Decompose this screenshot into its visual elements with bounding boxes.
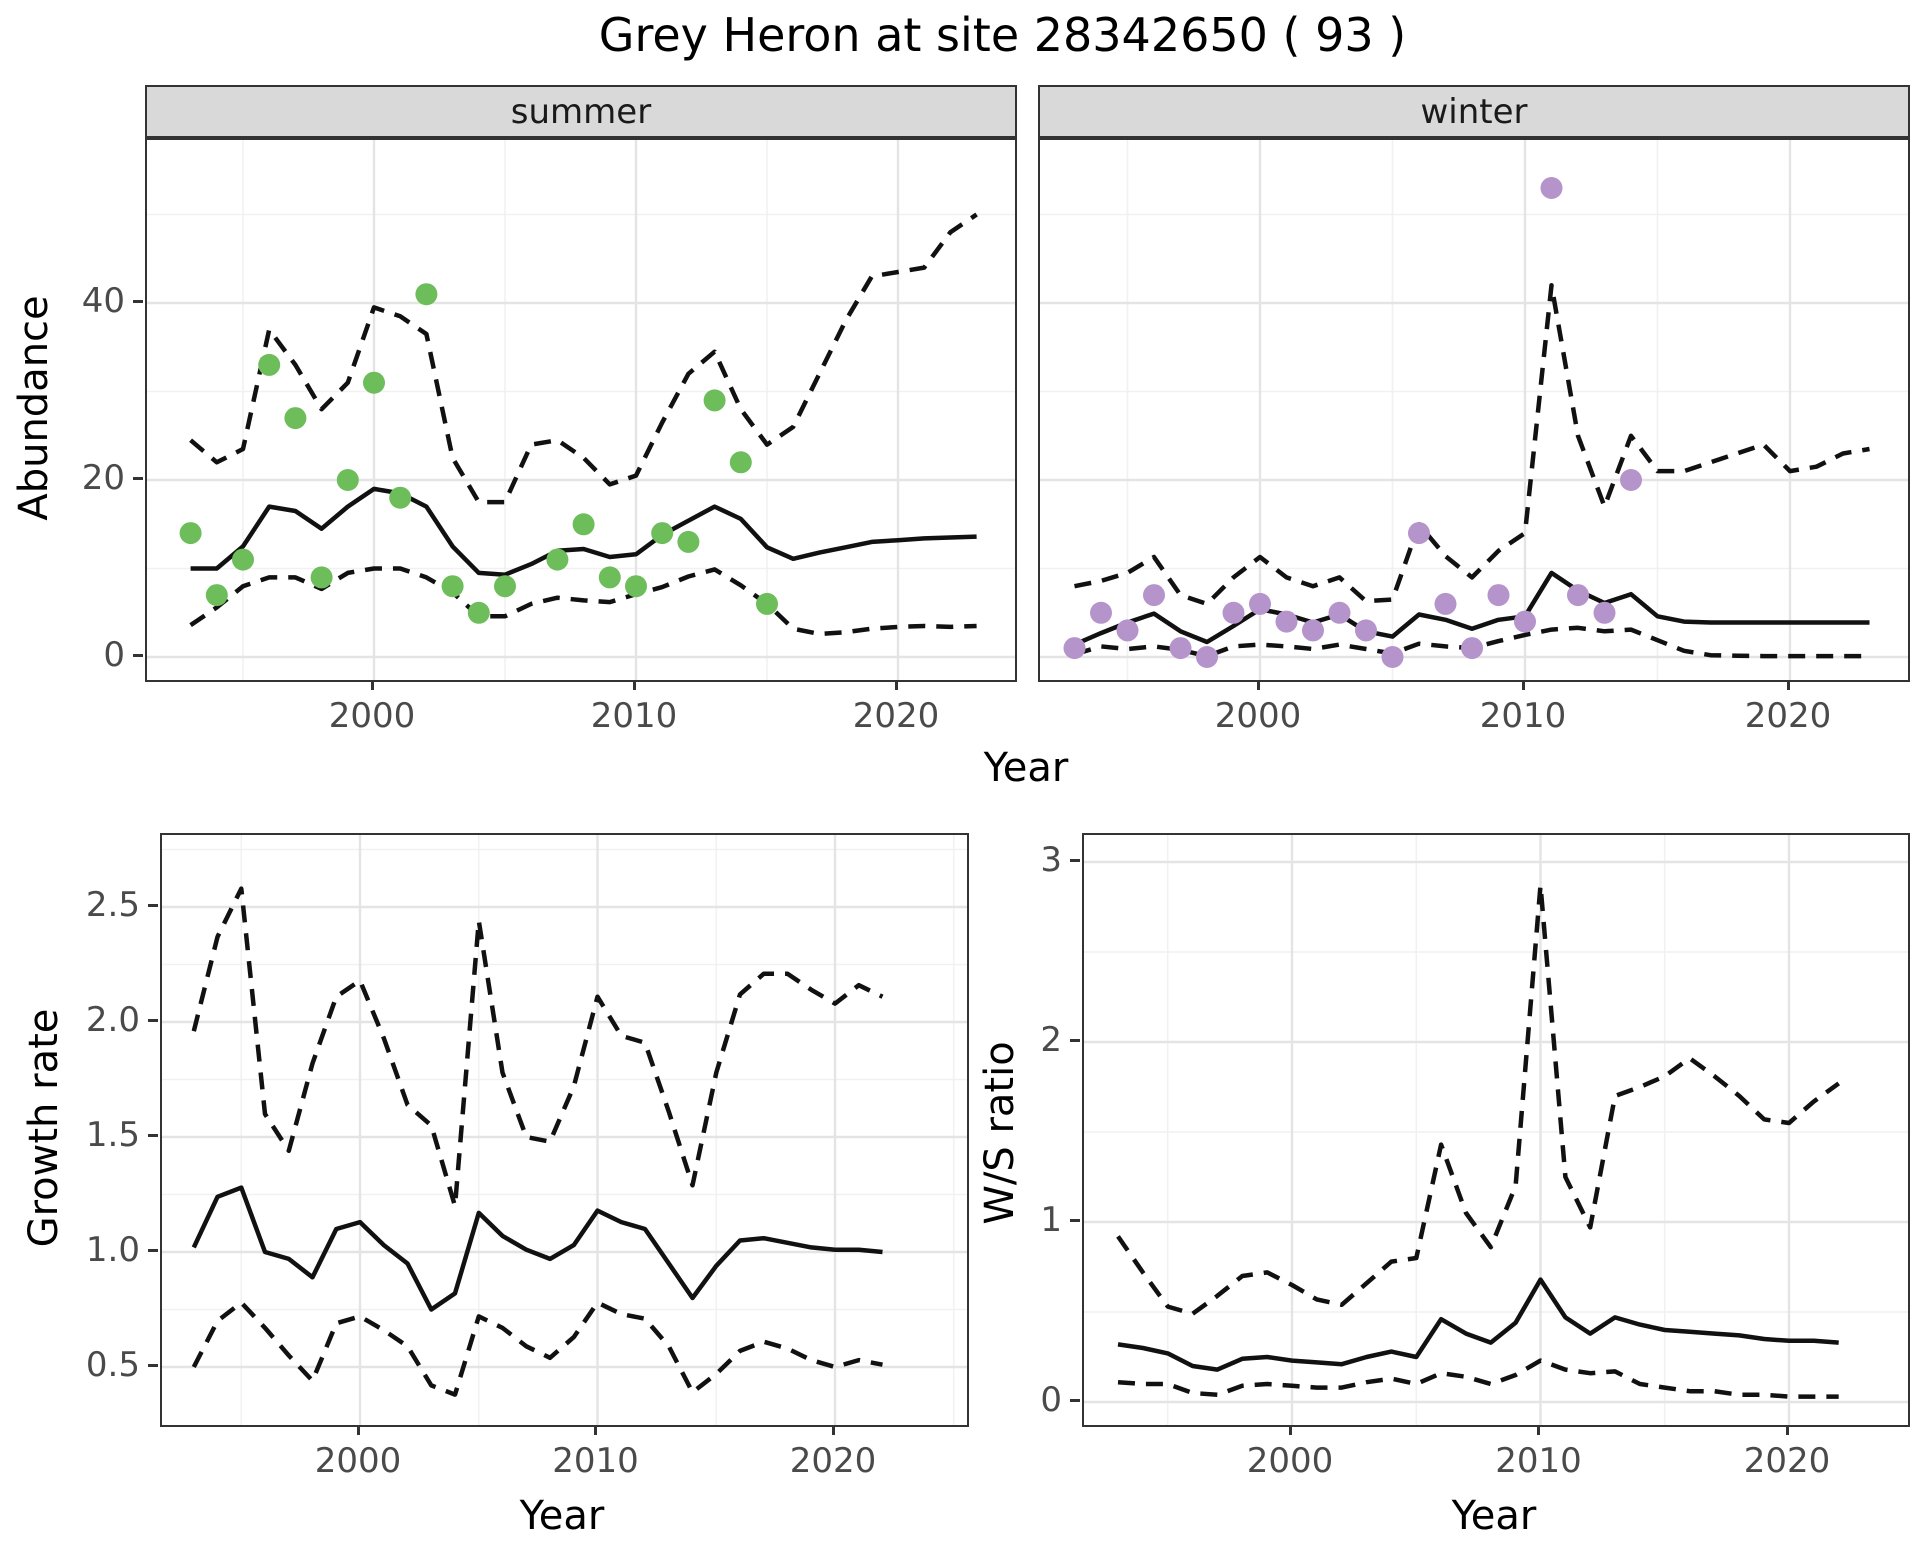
summer-abundance-panel bbox=[145, 138, 1017, 682]
y-tick-label: 2.5 bbox=[85, 885, 140, 925]
facet-strip-winter-label: winter bbox=[1420, 91, 1528, 132]
x-tick-label: 2000 bbox=[314, 1441, 402, 1481]
growth-rate-panel bbox=[160, 833, 969, 1427]
x-tick-mark bbox=[594, 1425, 597, 1435]
y-tick-label: 0.5 bbox=[85, 1345, 140, 1385]
x-tick-mark bbox=[1521, 680, 1525, 690]
x-tick-mark bbox=[356, 1425, 360, 1435]
y-tick-label: 0 bbox=[103, 635, 125, 675]
y-tick-label: 2.0 bbox=[85, 1000, 140, 1040]
y-tick-mark bbox=[1070, 1038, 1080, 1042]
y-tick-mark bbox=[133, 476, 143, 480]
winter-abundance-panel bbox=[1038, 138, 1910, 682]
x-tick-label: 2010 bbox=[1479, 696, 1567, 736]
x-tick-mark bbox=[632, 680, 636, 690]
x-tick-label: 2020 bbox=[1743, 1441, 1831, 1481]
x-tick-label: 2020 bbox=[852, 696, 940, 736]
y-tick-mark bbox=[133, 653, 143, 657]
growth-year-axis-title: Year bbox=[519, 1493, 605, 1539]
x-tick-label: 2010 bbox=[1495, 1441, 1582, 1481]
ws-ratio-panel bbox=[1082, 833, 1910, 1427]
y-tick-mark bbox=[1070, 858, 1080, 862]
abundance-axis-title: Abundance bbox=[11, 295, 57, 521]
x-tick-mark bbox=[1256, 680, 1260, 690]
facet-strip-winter: winter bbox=[1038, 85, 1910, 138]
x-tick-mark bbox=[1537, 1425, 1540, 1435]
x-tick-mark bbox=[1288, 1425, 1292, 1435]
x-tick-label: 2000 bbox=[1214, 696, 1302, 736]
x-tick-mark bbox=[831, 1425, 835, 1435]
x-tick-mark bbox=[1785, 1425, 1789, 1435]
x-tick-label: 2020 bbox=[789, 1441, 877, 1481]
y-tick-mark bbox=[148, 1248, 158, 1252]
growth-rate-axis-title: Growth rate bbox=[21, 1008, 67, 1248]
y-tick-label: 1 bbox=[1040, 1200, 1062, 1240]
y-tick-label: 2 bbox=[1040, 1020, 1062, 1060]
x-tick-mark bbox=[1786, 680, 1790, 690]
y-tick-mark bbox=[1070, 1218, 1080, 1222]
y-tick-mark bbox=[1070, 1398, 1080, 1402]
ws-ratio-axis-title: W/S ratio bbox=[977, 1041, 1023, 1225]
x-tick-label: 2010 bbox=[590, 696, 678, 736]
ws-year-axis-title: Year bbox=[1451, 1493, 1537, 1539]
facet-strip-summer-label: summer bbox=[510, 91, 652, 132]
y-tick-mark bbox=[148, 1133, 158, 1137]
y-tick-mark bbox=[133, 299, 143, 303]
y-tick-label: 1.0 bbox=[85, 1230, 140, 1270]
x-tick-label: 2000 bbox=[1246, 1441, 1334, 1481]
y-tick-label: 20 bbox=[81, 458, 125, 498]
y-tick-mark bbox=[148, 903, 158, 907]
y-tick-mark bbox=[148, 1363, 158, 1367]
y-tick-label: 1.5 bbox=[85, 1115, 140, 1155]
top-year-axis-title: Year bbox=[983, 745, 1069, 791]
x-tick-mark bbox=[894, 680, 898, 690]
y-tick-mark bbox=[148, 1018, 158, 1022]
facet-strip-summer: summer bbox=[145, 85, 1017, 138]
y-tick-label: 3 bbox=[1040, 840, 1062, 880]
x-tick-label: 2020 bbox=[1744, 696, 1832, 736]
page-title: Grey Heron at site 28342650 ( 93 ) bbox=[598, 8, 1407, 62]
y-tick-label: 40 bbox=[81, 281, 125, 321]
x-tick-mark bbox=[370, 680, 374, 690]
x-tick-label: 2000 bbox=[328, 696, 416, 736]
x-tick-label: 2010 bbox=[552, 1441, 639, 1481]
y-tick-label: 0 bbox=[1040, 1380, 1062, 1420]
